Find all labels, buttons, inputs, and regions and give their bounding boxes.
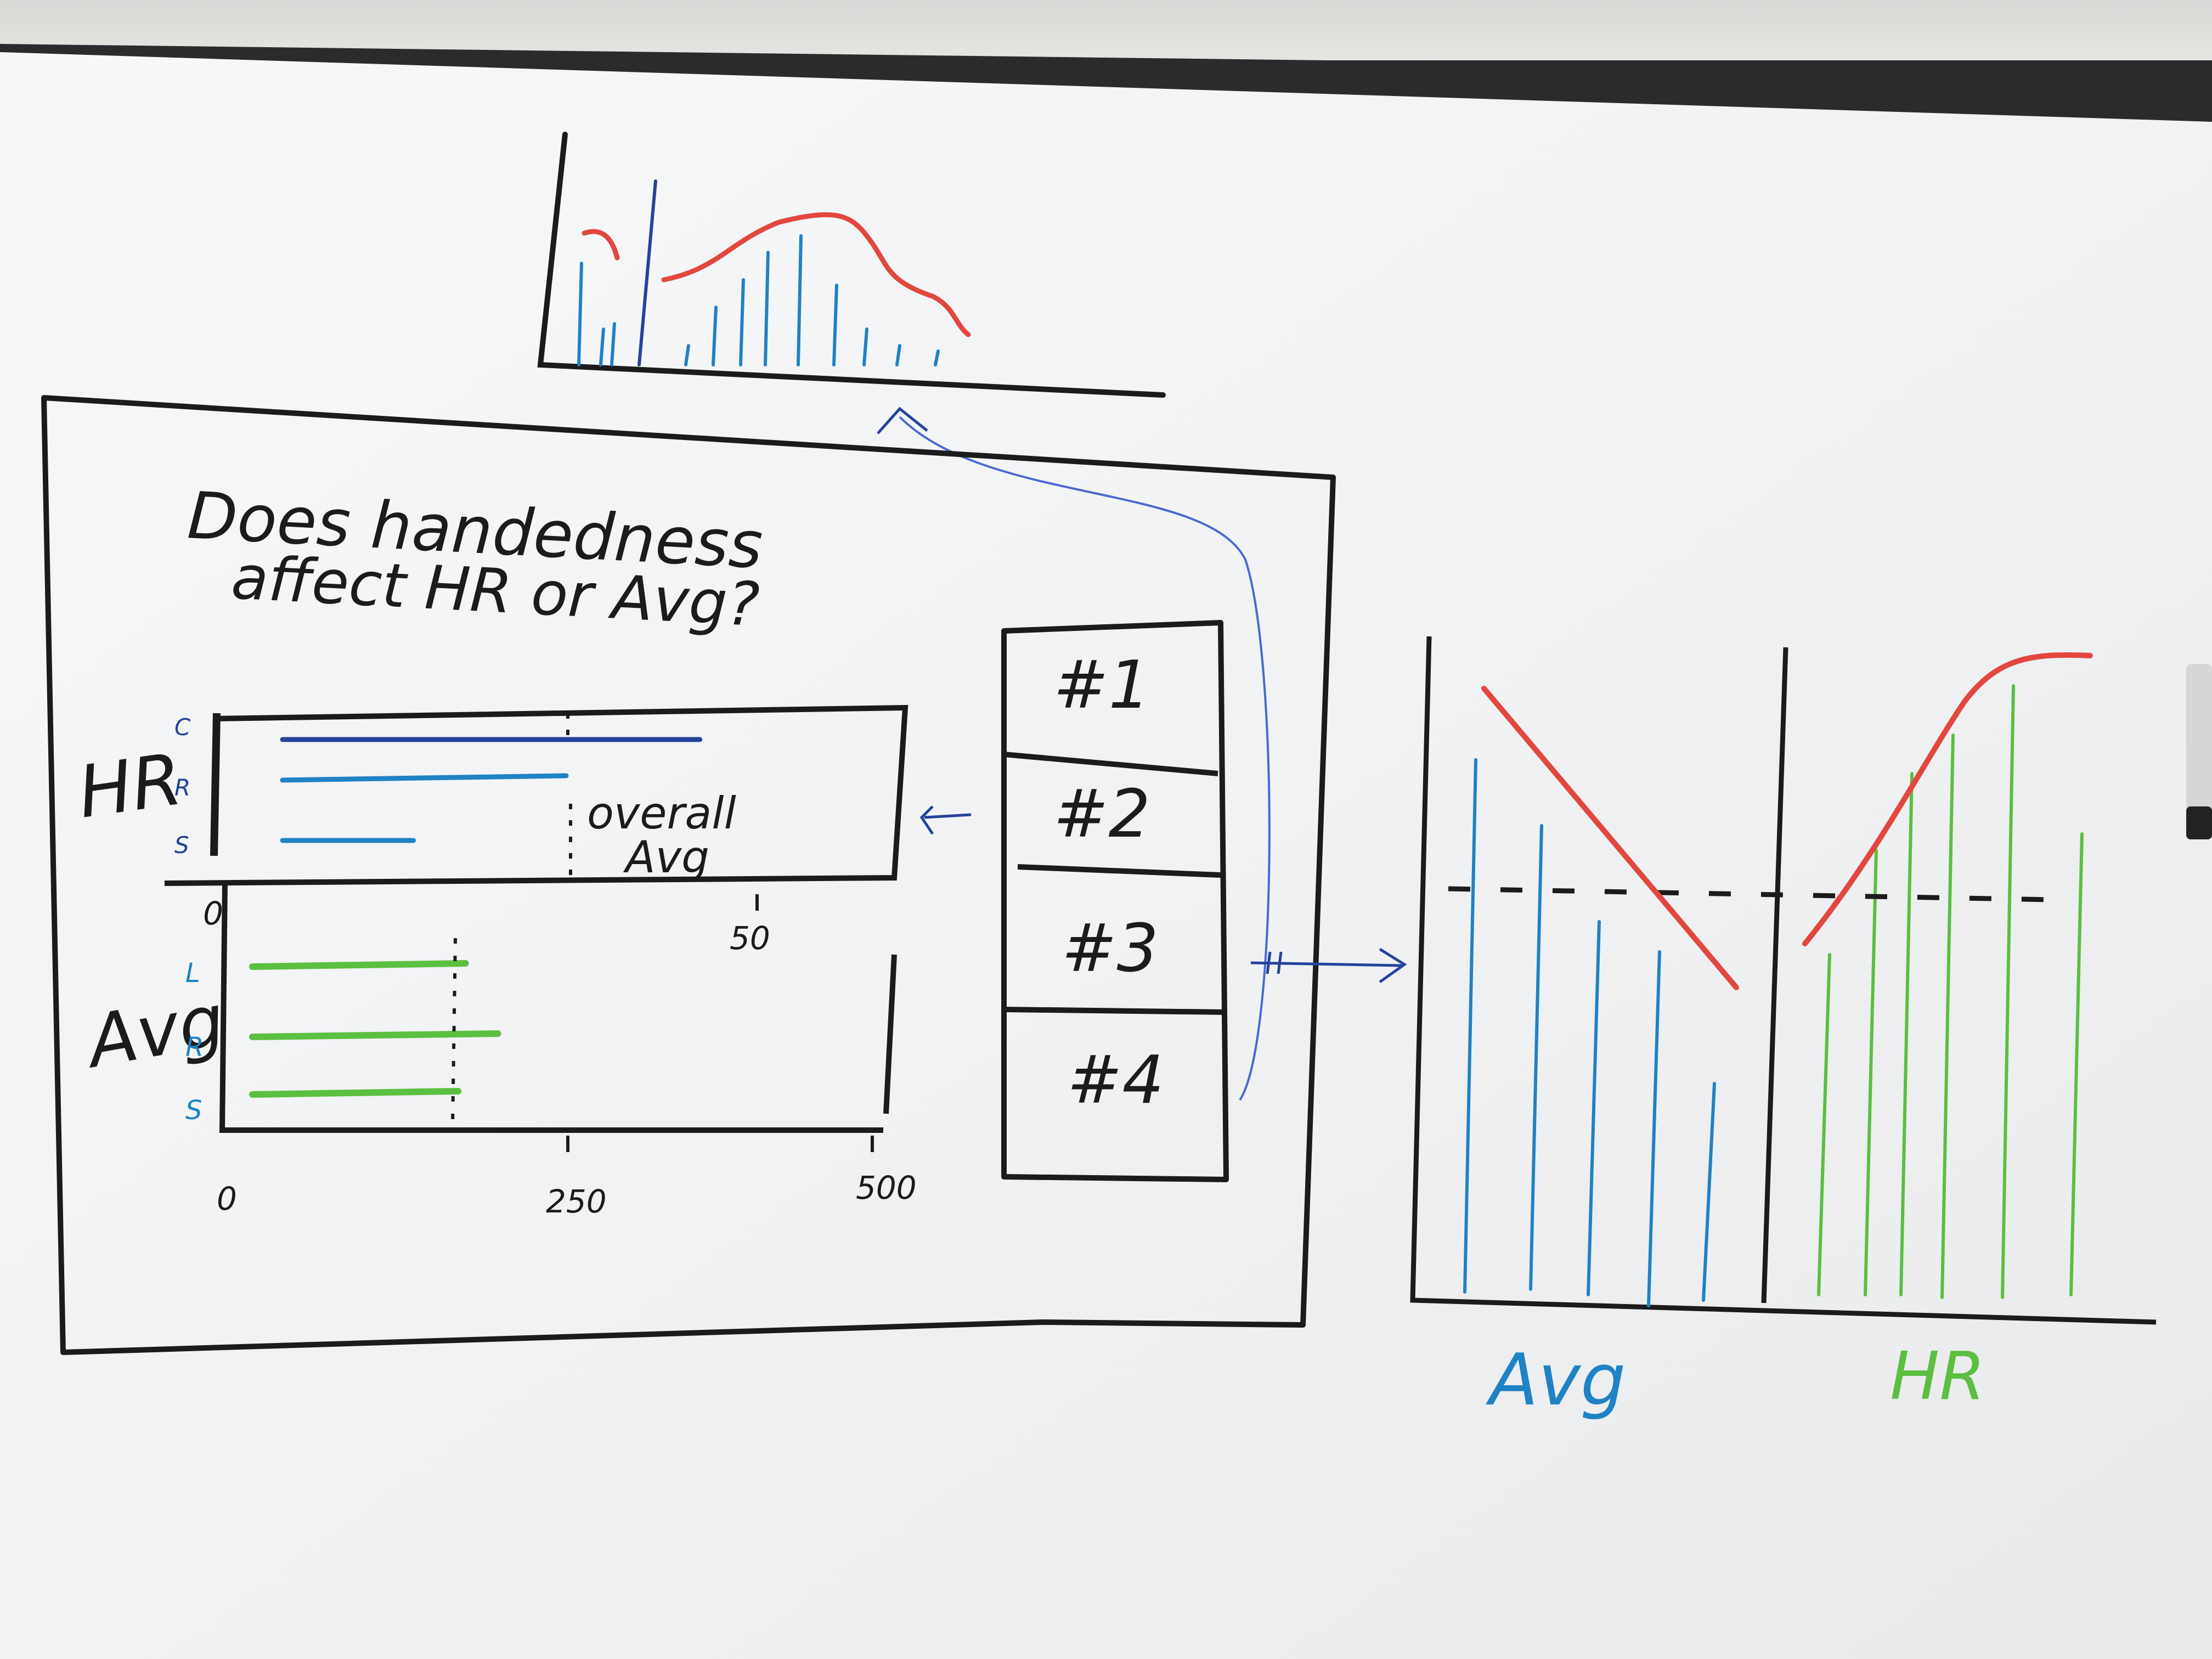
avg-axis-tick-250: 250 [546,1183,607,1220]
right-hr-bar [1817,953,1831,1296]
avg-bars [249,960,501,1098]
right-hr-bar [1899,772,1914,1296]
top-sketch-bar [684,344,690,366]
rank-list: #1 #2 #3 #4 [1001,620,1229,1182]
avg-row-label-r: R [185,1032,204,1063]
rank-item-2: #2 [1053,776,1150,853]
hr-panel-label: HR [73,737,187,834]
right-chart-avg-label: Avg [1486,1338,1626,1421]
rank-item-1: #1 [1053,647,1150,724]
hr-axis-tick-0: 0 [203,895,223,932]
right-hr-bar [1940,733,1955,1299]
top-sketch-bar [832,284,838,366]
right-avg-bar [1647,950,1661,1307]
right-avg-bar [1463,758,1477,1294]
top-sketch-bar [610,322,616,366]
arrow-head-icon [877,407,928,435]
top-sketch-bar [895,344,901,366]
right-hr-bar [2069,832,2084,1296]
right-avg-bar [1529,824,1543,1291]
top-sketch-bar [797,234,803,366]
avg-axis-tick-500: 500 [856,1169,917,1206]
rank-item-4: #4 [1067,1042,1164,1119]
arrow-to-right-chart [1250,947,1407,984]
right-chart-hr-label: HR [1890,1339,1985,1415]
right-avg-bar [1702,1082,1716,1302]
avg-axis-tick-0: 0 [217,1180,237,1217]
avg-bar [249,960,469,970]
top-sketch-bar [862,328,868,366]
top-sketch-bar [599,328,605,366]
overall-avg-label-1: overall [587,788,736,839]
hr-row-label-s: S [174,832,189,859]
marker-icon [2186,664,2212,839]
avg-bar [249,1030,501,1040]
whiteboard-frame [0,44,2212,122]
top-sketch-bars [577,234,940,366]
rank-item-3: #3 [1062,911,1159,987]
top-distribution-sketch [537,132,1166,398]
hr-row-label-r: R [174,774,190,801]
hr-panel: HR C R S overall Avg 0 50 [73,704,972,957]
avg-row-label-s: S [185,1095,202,1126]
arrow-to-top-chart [899,416,1271,1101]
right-avg-bar [1587,920,1601,1296]
top-sketch-bar [577,262,583,366]
right-hr-bars [1817,684,2084,1299]
top-sketch-bar [712,306,718,366]
right-avg-bars [1463,758,1716,1307]
whiteboard-surface [0,52,2212,1659]
arrow-to-hr-panel [919,805,972,835]
top-sketch-bar [764,251,770,366]
right-hr-bar [1864,849,1878,1296]
avg-bar [249,1088,462,1098]
top-sketch-bar [739,278,745,366]
right-hr-bar [2001,684,2015,1299]
overall-avg-label-2: Avg [623,832,709,883]
hr-bars [280,737,703,843]
hr-axis-tick-50: 50 [730,919,770,957]
hr-bar [280,773,569,783]
top-sketch-bar [934,349,940,366]
dashboard-frame [41,395,1336,1355]
hr-row-label-c: C [174,714,191,741]
avg-row-label-l: L [185,958,200,989]
right-comparison-chart: Avg HR [1410,636,2157,1421]
